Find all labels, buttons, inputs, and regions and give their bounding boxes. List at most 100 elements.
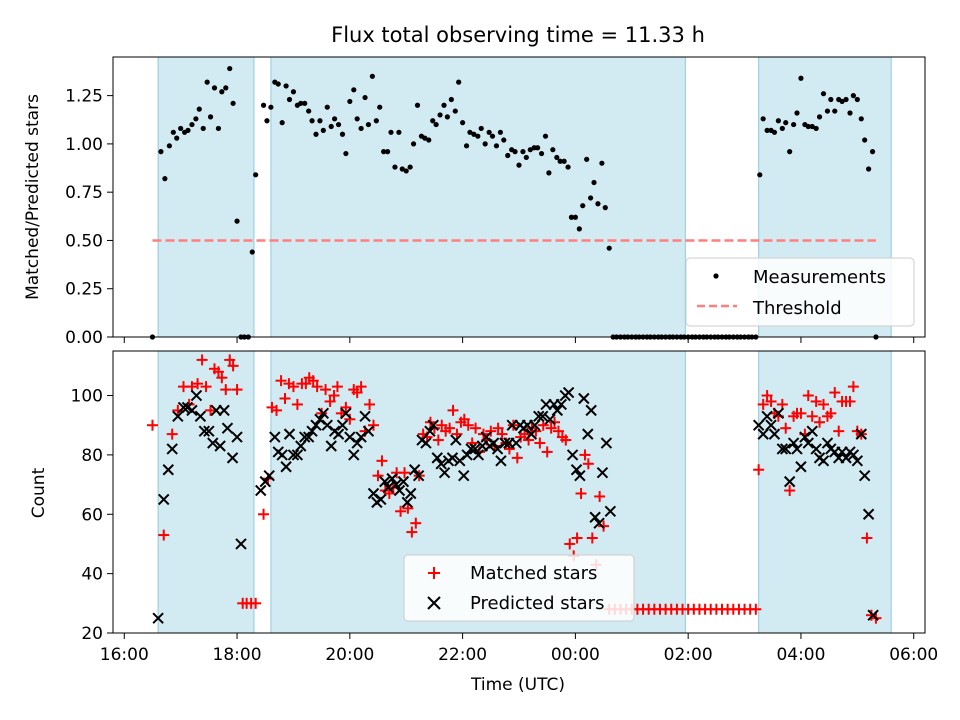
predicted-star-point (472, 449, 485, 461)
measurement-point (444, 114, 450, 120)
measurement-point (565, 164, 571, 170)
predicted-star-point (332, 428, 345, 440)
top-y-tick-label: 0.00 (65, 328, 103, 348)
measurement-point (215, 125, 222, 132)
measurement-point (196, 106, 202, 112)
top-y-tick-label: 1.25 (65, 87, 103, 107)
matched-star-point (818, 398, 829, 410)
count-panel: 20 40 60 80 100 16:00 18:00 20:00 22:00 00:00 02:… (29, 350, 938, 695)
measurement-point (527, 147, 533, 153)
predicted-star-point (405, 487, 417, 500)
measurement-point (850, 93, 856, 99)
predicted-star-point (235, 538, 247, 550)
measurement-point (520, 149, 526, 155)
predicted-star-point (194, 410, 207, 423)
measurement-point (320, 127, 326, 133)
predicted-star-point (574, 469, 586, 482)
measurement-point (505, 152, 511, 159)
measurement-point (385, 149, 391, 155)
predicted-star-point (424, 425, 436, 437)
predicted-star-point (336, 419, 349, 431)
predicted-star-point (393, 484, 406, 497)
measurement-point (550, 147, 556, 153)
measurement-point (779, 125, 785, 132)
legend-predicted-marker (427, 596, 441, 610)
top-axes-frame (112, 56, 926, 338)
measurement-point (170, 129, 176, 135)
top-x-ticks (123, 337, 915, 343)
measurement-point (512, 149, 518, 155)
predicted-star-point (190, 389, 203, 402)
predicted-star-point (458, 469, 470, 482)
legend-predicted-label: Predicted stars (470, 593, 604, 614)
matched-star-point (829, 387, 841, 399)
measurement-point (475, 133, 481, 139)
predicted-star-point (325, 440, 337, 452)
measurement-point (253, 172, 259, 178)
predicted-star-point (177, 401, 190, 414)
predicted-star-point (269, 431, 281, 443)
predicted-star-point (585, 404, 597, 417)
predicted-star-point (420, 437, 432, 449)
measurement-point (448, 96, 454, 103)
predicted-star-point (401, 496, 414, 509)
measurement-point (489, 133, 496, 139)
measurement-point (493, 143, 500, 149)
legend-matched-marker (428, 567, 440, 579)
measurement-point (260, 102, 267, 108)
predicted-star-point (302, 431, 315, 443)
bottom-y-tick-label: 100 (71, 387, 103, 407)
predicted-star-point (283, 428, 296, 440)
measurement-point (538, 150, 545, 157)
matched-star-point (231, 384, 243, 396)
top-legend: Measurements Threshold (685, 257, 915, 327)
matched-star-point (806, 410, 818, 422)
predicted-star-point (533, 410, 545, 423)
measurement-point (588, 195, 594, 201)
matched-star-point (444, 422, 456, 434)
measurement-point (561, 158, 567, 164)
legend-measurements-marker (713, 273, 719, 279)
predicted-star-point (259, 475, 271, 488)
measurement-point (279, 120, 285, 126)
predicted-star-point (600, 437, 613, 449)
measurement-point (189, 121, 195, 128)
matched-star-point (200, 381, 212, 393)
x-tick-label: 06:00 (889, 645, 938, 665)
measurement-point (602, 205, 608, 211)
top-y-label: Matched/Predicted stars (23, 94, 43, 300)
measurement-point (595, 201, 601, 207)
measurement-point (234, 218, 240, 224)
matched-star-point (545, 422, 557, 434)
measurement-point (820, 91, 827, 97)
predicted-star-point (495, 455, 507, 467)
matched-star-point (861, 532, 873, 544)
matched-star-point (311, 381, 323, 393)
legend-measurements-label: Measurements (753, 267, 886, 288)
measurement-point (268, 104, 274, 110)
legend-threshold-label: Threshold (752, 298, 842, 319)
predicted-star-point (435, 458, 447, 470)
predicted-star-point (566, 449, 579, 461)
matched-star-point (582, 458, 594, 470)
matched-star-point (196, 354, 208, 366)
measurement-point (869, 149, 876, 155)
measurement-point (576, 226, 582, 232)
measurement-point (204, 79, 210, 85)
measurement-point (396, 129, 402, 135)
matched-star-point (399, 467, 411, 479)
predicted-star-point (487, 437, 500, 449)
predicted-star-point (529, 419, 541, 431)
predicted-star-point (427, 419, 439, 431)
measurement-point (309, 118, 315, 124)
predicted-star-point (582, 428, 594, 440)
bottom-legend: Matched stars Predicted stars (403, 554, 635, 622)
measurement-point (298, 100, 304, 106)
matched-star-point (564, 538, 576, 550)
measurement-point (162, 176, 168, 182)
top-observing-window-0 (157, 56, 255, 338)
predicted-star-point (810, 443, 822, 455)
matched-star-point (205, 404, 217, 416)
matched-star-point (291, 398, 303, 410)
matched-star-point (761, 390, 773, 402)
